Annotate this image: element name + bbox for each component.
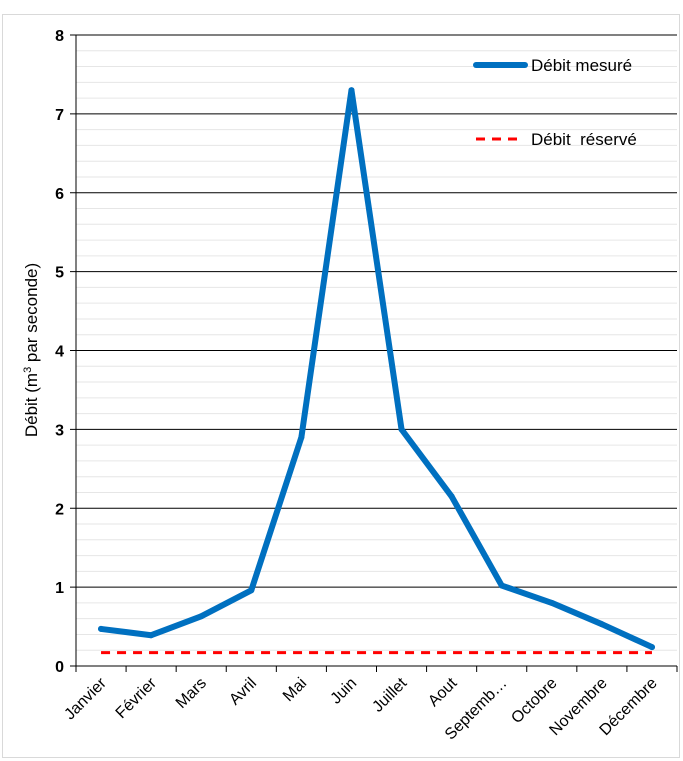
point-debit-mesure-2 (198, 613, 205, 620)
point-debit-mesure-11 (648, 644, 655, 651)
y-axis-ticks: 0 1 2 3 4 5 6 7 8 (55, 28, 76, 676)
y-tick-label: 8 (55, 28, 64, 45)
point-debit-mesure-6 (398, 426, 405, 433)
minor-gridlines (76, 50, 677, 651)
major-gridlines (76, 34, 677, 588)
y-tick-label: 1 (55, 580, 64, 597)
point-debit-mesure-1 (148, 632, 155, 639)
point-debit-mesure-10 (598, 621, 605, 628)
x-axis-ticks: Janvier Février Mars Avril Mai Juin Juillet Aou… (61, 666, 678, 743)
y-tick-label: 3 (55, 422, 64, 439)
x-tick-label: Juillet (369, 674, 410, 715)
point-debit-mesure-8 (498, 582, 505, 589)
x-tick-label: Mars (173, 675, 210, 712)
legend: Débit mesuré Débit réservé (473, 56, 637, 149)
series-layer (98, 87, 655, 655)
x-tick-label: Octobre (508, 675, 560, 727)
y-tick-label: 4 (55, 344, 64, 361)
y-tick-label: 2 (55, 501, 64, 518)
x-tick-label: Avril (226, 675, 260, 709)
x-tick-label: Mai (280, 675, 310, 705)
point-debit-mesure-9 (548, 599, 555, 606)
x-tick-label: Aout (425, 674, 461, 710)
x-tick-label: Février (113, 674, 161, 722)
y-tick-label: 0 (55, 659, 64, 676)
point-debit-mesure-0 (98, 625, 105, 632)
legend-label-debit-reserve: Débit réservé (531, 130, 637, 149)
legend-label-debit-mesure: Débit mesuré (531, 56, 632, 75)
point-debit-mesure-7 (448, 493, 455, 500)
y-tick-label: 6 (55, 186, 64, 203)
point-debit-mesure-5 (348, 87, 355, 94)
x-tick-label: Juin (328, 675, 361, 708)
point-debit-mesure-3 (248, 587, 255, 594)
y-tick-label: 5 (55, 265, 64, 282)
y-tick-label: 7 (55, 107, 64, 124)
series-line-debit-mesure (98, 87, 655, 651)
point-debit-mesure-4 (298, 434, 305, 441)
y-axis-label: Débit (m3 par seconde) (22, 263, 41, 437)
x-tick-label: Janvier (61, 674, 110, 723)
